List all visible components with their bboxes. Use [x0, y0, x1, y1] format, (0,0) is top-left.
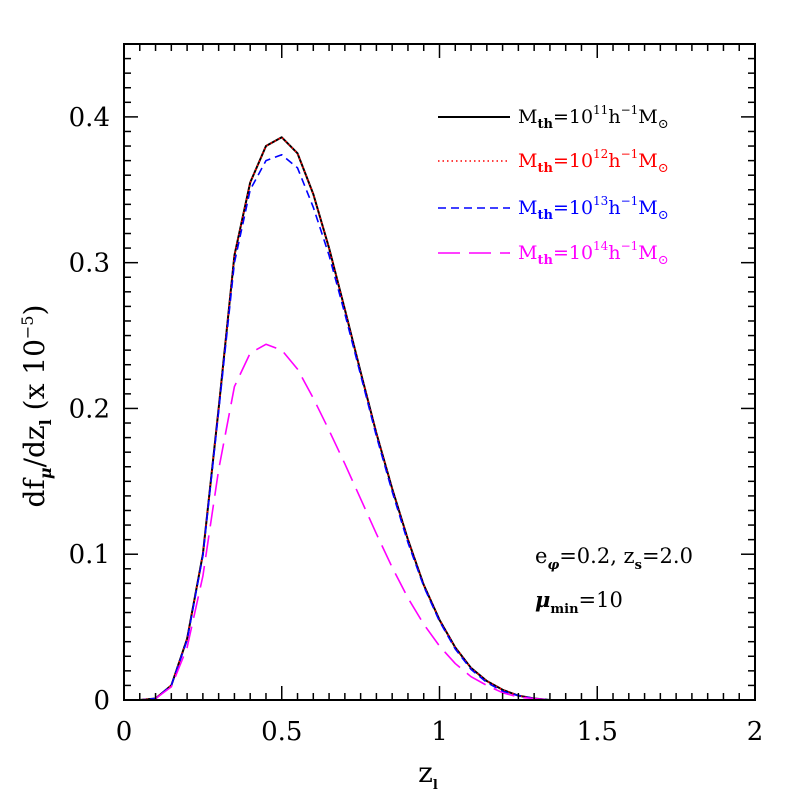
tick-labels: 0 0.5 1 1.5 2 0 0.1 0.2 0.3 0.4	[69, 103, 764, 747]
legend-label-2: Mth=1012h−1M⊙	[518, 147, 669, 176]
y-axis-title-part4: )	[18, 305, 51, 316]
x-axis-title-main: z	[418, 756, 433, 789]
y-axis-title-part2: /dz	[18, 425, 51, 467]
legend-label-4: Mth=1014h−1M⊙	[518, 239, 669, 268]
annotation-mu-val: =10	[579, 588, 623, 612]
legend-label-3: Mth=1013h−1M⊙	[518, 194, 669, 223]
y-tick-label-1: 0.1	[69, 540, 110, 570]
annotation-zs-val: =2.0	[642, 544, 693, 568]
y-axis-title-sup3: −5	[18, 315, 37, 339]
x-axis-title-sub: l	[433, 778, 438, 793]
annotation-mu-sub: min	[550, 602, 579, 617]
legend: Mth=1011h−1M⊙ Mth=1012h−1M⊙ Mth=1013h−1M…	[438, 103, 669, 268]
x-tick-label-3: 1.5	[577, 717, 618, 747]
y-tick-label-4: 0.4	[69, 103, 110, 133]
annotation-zs-sub: s	[635, 558, 642, 573]
x-tick-label-0: 0	[116, 717, 133, 747]
plot-frame	[123, 43, 756, 701]
series-line-4	[124, 343, 755, 701]
annotation-e-val: =0.2, z	[559, 544, 634, 568]
y-axis-title: dfμ/dzl (x 10−5)	[18, 305, 55, 508]
x-tick-label-4: 2	[747, 717, 764, 747]
y-tick-label-3: 0.3	[69, 249, 110, 279]
annotation-mu: μmin=10	[535, 587, 623, 617]
y-tick-label-0: 0	[93, 686, 110, 716]
y-axis-title-part3: (x 10	[18, 339, 51, 419]
x-tick-label-2: 1	[431, 717, 448, 747]
x-tick-label-1: 0.5	[261, 717, 302, 747]
y-axis-title-sub2: l	[36, 419, 55, 425]
annotation-e: e	[535, 544, 547, 568]
annotation-e-sub: φ	[547, 558, 559, 573]
y-axis-title-part1: df	[18, 477, 51, 508]
annotation-params: eφ=0.2, zs=2.0	[535, 544, 693, 573]
legend-label-1: Mth=1011h−1M⊙	[518, 103, 669, 132]
y-tick-label-2: 0.2	[69, 394, 110, 424]
x-axis-title: zl	[418, 756, 438, 793]
annotation-mu-symbol: μ	[535, 587, 550, 612]
y-axis-title-sub1: μ	[36, 467, 55, 479]
